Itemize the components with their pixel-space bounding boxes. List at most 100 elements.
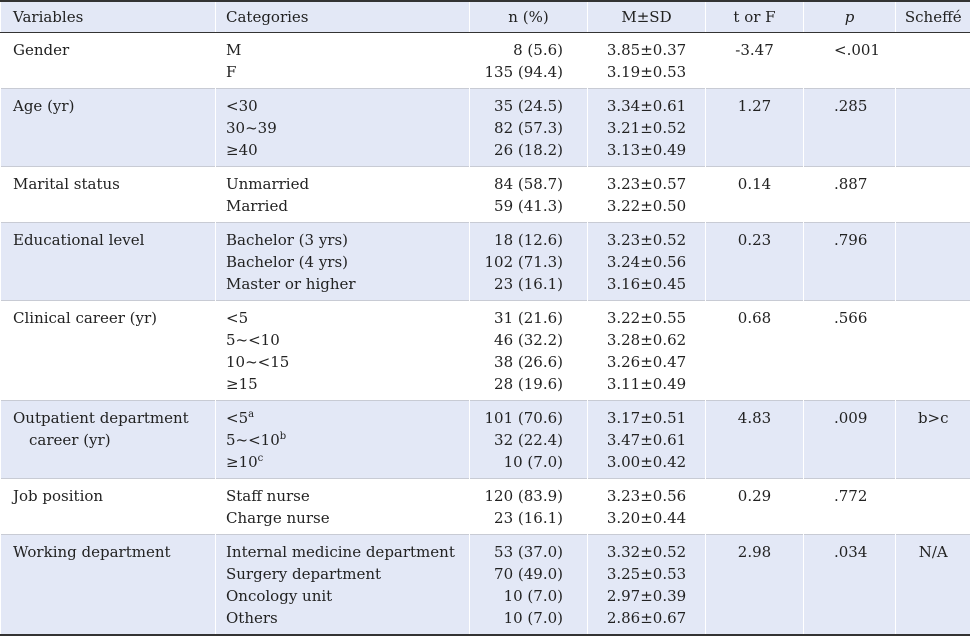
msd-value: 3.26±0.47: [589, 351, 704, 373]
category-label: 5~<10: [226, 329, 468, 351]
n-value: 46 (32.2): [471, 329, 563, 351]
category-label: <5: [226, 307, 468, 329]
category-label: F: [226, 61, 468, 83]
category-label: ≥15: [226, 373, 468, 395]
n-value: 18 (12.6): [471, 229, 563, 251]
variable-cell: Educational level: [1, 223, 216, 301]
n-value: 101 (70.6): [471, 407, 563, 429]
n-cell: 35 (24.5) 82 (57.3) 26 (18.2): [470, 89, 588, 167]
table-row-gender: Gender M F 8 (5.6) 135 (94.4) 3.85±0.37 …: [1, 33, 970, 89]
categories-cell: Unmarried Married: [216, 167, 470, 223]
msd-cell: 3.17±0.51 3.47±0.61 3.00±0.42: [588, 401, 706, 479]
header-n-percent: n (%): [470, 1, 588, 33]
variable-cell: Clinical career (yr): [1, 301, 216, 401]
category-label: <30: [226, 95, 468, 117]
t-value: 2.98: [706, 535, 804, 636]
scheffe-value: [896, 33, 970, 89]
category-superscript: b: [280, 431, 286, 442]
variable-cell: Marital status: [1, 167, 216, 223]
n-value: 28 (19.6): [471, 373, 563, 395]
msd-value: 3.17±0.51: [589, 407, 704, 429]
n-value: 59 (41.3): [471, 195, 563, 217]
scheffe-value: [896, 167, 970, 223]
p-value: <.001: [804, 33, 896, 89]
table-row-job-position: Job position Staff nurse Charge nurse 12…: [1, 479, 970, 535]
p-value: .034: [804, 535, 896, 636]
scheffe-value: [896, 479, 970, 535]
n-value: 38 (26.6): [471, 351, 563, 373]
variable-label: career (yr): [13, 429, 214, 451]
category-label: Married: [226, 195, 468, 217]
n-value: 31 (21.6): [471, 307, 563, 329]
table-row-marital-status: Marital status Unmarried Married 84 (58.…: [1, 167, 970, 223]
n-cell: 120 (83.9) 23 (16.1): [470, 479, 588, 535]
table-row-educational-level: Educational level Bachelor (3 yrs) Bache…: [1, 223, 970, 301]
n-value: 10 (7.0): [471, 607, 563, 629]
t-value: 0.14: [706, 167, 804, 223]
msd-value: 3.23±0.57: [589, 173, 704, 195]
variable-cell: Working department: [1, 535, 216, 636]
msd-cell: 3.23±0.52 3.24±0.56 3.16±0.45: [588, 223, 706, 301]
n-value: 26 (18.2): [471, 139, 563, 161]
category-label: Surgery department: [226, 563, 468, 585]
scheffe-value: b>c: [896, 401, 970, 479]
msd-value: 3.21±0.52: [589, 117, 704, 139]
category-item: 5~<10b: [226, 429, 468, 451]
categories-cell: Bachelor (3 yrs) Bachelor (4 yrs) Master…: [216, 223, 470, 301]
variable-label: Outpatient department: [13, 407, 214, 429]
category-label: Others: [226, 607, 468, 629]
msd-value: 3.25±0.53: [589, 563, 704, 585]
n-value: 10 (7.0): [471, 585, 563, 607]
msd-value: 3.47±0.61: [589, 429, 704, 451]
msd-value: 3.34±0.61: [589, 95, 704, 117]
p-value: .285: [804, 89, 896, 167]
variable-cell: Gender: [1, 33, 216, 89]
category-label: 10~<15: [226, 351, 468, 373]
category-label: 5~<10: [226, 431, 280, 449]
n-cell: 31 (21.6) 46 (32.2) 38 (26.6) 28 (19.6): [470, 301, 588, 401]
msd-cell: 3.23±0.56 3.20±0.44: [588, 479, 706, 535]
msd-cell: 3.23±0.57 3.22±0.50: [588, 167, 706, 223]
t-value: 0.68: [706, 301, 804, 401]
category-label: Internal medicine department: [226, 541, 468, 563]
n-cell: 84 (58.7) 59 (41.3): [470, 167, 588, 223]
category-item: <5a: [226, 407, 468, 429]
msd-value: 2.97±0.39: [589, 585, 704, 607]
t-value: 1.27: [706, 89, 804, 167]
category-item: ≥10c: [226, 451, 468, 473]
scheffe-value: [896, 301, 970, 401]
p-value: .796: [804, 223, 896, 301]
header-row: Variables Categories n (%) M±SD t or F p…: [1, 1, 970, 33]
msd-value: 3.28±0.62: [589, 329, 704, 351]
msd-value: 3.22±0.55: [589, 307, 704, 329]
category-label: Oncology unit: [226, 585, 468, 607]
n-value: 82 (57.3): [471, 117, 563, 139]
msd-value: 3.00±0.42: [589, 451, 704, 473]
table-row-age: Age (yr) <30 30~39 ≥40 35 (24.5) 82 (57.…: [1, 89, 970, 167]
header-mean-sd: M±SD: [588, 1, 706, 33]
t-value: 4.83: [706, 401, 804, 479]
header-variables: Variables: [1, 1, 216, 33]
n-value: 120 (83.9): [471, 485, 563, 507]
category-label: <5: [226, 409, 248, 427]
categories-cell: <5a 5~<10b ≥10c: [216, 401, 470, 479]
categories-cell: <5 5~<10 10~<15 ≥15: [216, 301, 470, 401]
msd-value: 3.13±0.49: [589, 139, 704, 161]
category-superscript: a: [248, 409, 254, 420]
n-value: 35 (24.5): [471, 95, 563, 117]
category-label: Staff nurse: [226, 485, 468, 507]
msd-value: 3.11±0.49: [589, 373, 704, 395]
msd-value: 2.86±0.67: [589, 607, 704, 629]
category-label: Unmarried: [226, 173, 468, 195]
n-value: 8 (5.6): [471, 39, 563, 61]
msd-value: 3.85±0.37: [589, 39, 704, 61]
msd-cell: 3.85±0.37 3.19±0.53: [588, 33, 706, 89]
category-label: ≥40: [226, 139, 468, 161]
categories-cell: Staff nurse Charge nurse: [216, 479, 470, 535]
msd-value: 3.22±0.50: [589, 195, 704, 217]
header-scheffe: Scheffé: [896, 1, 970, 33]
n-value: 53 (37.0): [471, 541, 563, 563]
categories-cell: Internal medicine department Surgery dep…: [216, 535, 470, 636]
p-value: .887: [804, 167, 896, 223]
